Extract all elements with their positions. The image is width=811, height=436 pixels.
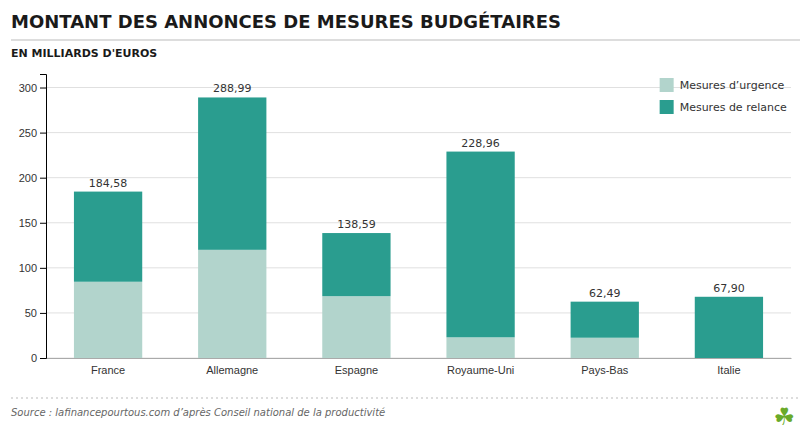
- y-tick-mark: [40, 313, 46, 314]
- title-separator: [11, 40, 800, 41]
- y-tick: 50: [25, 307, 46, 319]
- bar: [74, 282, 142, 358]
- bar: [571, 302, 639, 338]
- bar: [322, 296, 390, 358]
- icon: ☘: [773, 403, 795, 431]
- legend-item: Mesures d’urgence: [660, 78, 785, 92]
- bar: [74, 192, 142, 282]
- x-tick: Royaume-Uni: [447, 364, 514, 376]
- y-tick-mark: [40, 223, 46, 224]
- x-axis: France Allemagne Espagne Royaume-Uni Pays-Ba…: [47, 359, 792, 376]
- x-tick-label: Allemagne: [206, 364, 258, 376]
- y-tick: 250: [19, 127, 46, 139]
- y-tick: 0: [31, 352, 46, 364]
- y-tick-mark: [40, 178, 46, 179]
- x-tick-label: Italie: [717, 364, 740, 376]
- grid-line: [46, 132, 791, 133]
- x-tick: Pays-Bas: [581, 364, 629, 376]
- x-tick: Allemagne: [206, 364, 258, 376]
- y-axis-line: [40, 75, 47, 359]
- bar: [446, 152, 514, 338]
- x-tick: Espagne: [335, 364, 378, 376]
- plot: 184,58 288,99 138,59 228,96 62,49 67,90 France…: [19, 75, 792, 376]
- legend-item: Mesures de relance: [660, 100, 787, 114]
- x-tick-label: France: [91, 364, 125, 376]
- total-label: 62,49: [589, 287, 621, 300]
- legend-label: Mesures d’urgence: [680, 79, 785, 92]
- grid-line: [46, 177, 791, 178]
- grid-line: [46, 312, 791, 313]
- x-tick: Italie: [717, 364, 740, 376]
- source: Source : lafinancepourtous.com d’après C…: [11, 407, 385, 418]
- legend-swatch: [660, 78, 674, 92]
- bar: [198, 250, 266, 358]
- y-tick-label: 100: [19, 262, 37, 274]
- y-tick: 100: [19, 262, 46, 274]
- total-labels: 184,58 288,99 138,59 228,96 62,49 67,90: [89, 82, 745, 299]
- bar-series: [74, 97, 763, 358]
- grid-line: [46, 267, 791, 268]
- x-tick-label: Pays-Bas: [581, 364, 629, 376]
- total-label: 138,59: [337, 218, 376, 231]
- grid: [46, 88, 791, 358]
- total-label: 67,90: [713, 282, 745, 295]
- y-tick-mark: [40, 358, 46, 359]
- y-tick: 200: [19, 172, 46, 184]
- x-tick: France: [91, 364, 125, 376]
- y-axis: 0 50 100 150 200 250 300: [19, 75, 47, 365]
- x-tick-label: Espagne: [335, 364, 378, 376]
- y-tick-label: 0: [31, 352, 37, 364]
- x-axis-line: [47, 358, 792, 359]
- total-label: 184,58: [89, 177, 128, 190]
- y-tick-label: 300: [19, 82, 37, 94]
- y-tick-label: 250: [19, 127, 37, 139]
- bar: [695, 297, 763, 358]
- bars: [74, 97, 763, 358]
- bar: [198, 97, 266, 249]
- title: MONTANT DES ANNONCES DE MESURES BUDGÉTAI…: [11, 11, 561, 32]
- legend-label: Mesures de relance: [680, 101, 787, 114]
- total-label: 228,96: [461, 137, 500, 150]
- y-tick-mark: [40, 133, 46, 134]
- y-tick-label: 200: [19, 172, 37, 184]
- total-label: 288,99: [213, 82, 252, 95]
- grid-line: [46, 358, 791, 359]
- y-tick-label: 150: [19, 217, 37, 229]
- x-tick-label: Royaume-Uni: [447, 364, 514, 376]
- bar: [322, 233, 390, 296]
- y-tick-mark: [40, 268, 46, 269]
- source-separator: [11, 398, 800, 399]
- legend-swatch: [660, 100, 674, 114]
- subtitle: EN MILLIARDS D'EUROS: [11, 47, 157, 60]
- chart: MONTANT DES ANNONCES DE MESURES BUDGÉTAI…: [0, 0, 811, 436]
- y-tick: 150: [19, 217, 46, 229]
- legend: Mesures d’urgence Mesures de relance: [660, 78, 787, 114]
- bar: [446, 337, 514, 358]
- grid-line: [46, 222, 791, 223]
- y-tick-mark: [40, 88, 46, 89]
- y-tick-label: 50: [25, 307, 37, 319]
- bar: [571, 338, 639, 358]
- y-tick: 300: [19, 82, 46, 94]
